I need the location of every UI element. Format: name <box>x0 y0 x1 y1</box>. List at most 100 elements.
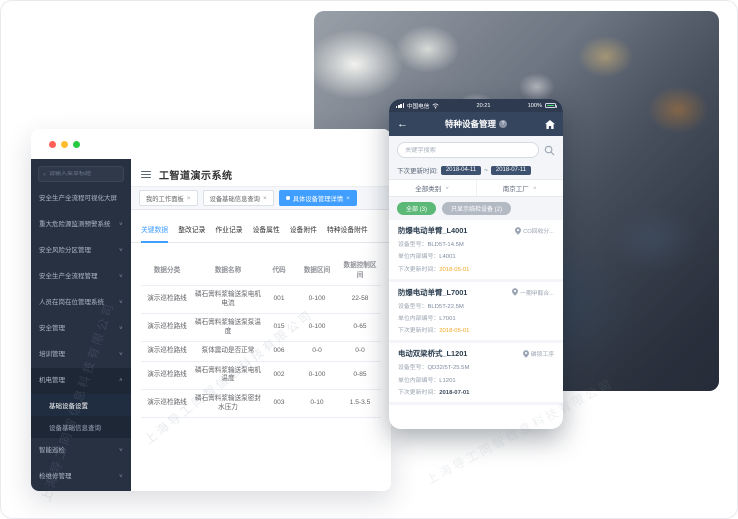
date-to-button[interactable]: 2018-07-11 <box>490 165 532 175</box>
clock-label: 20:21 <box>476 102 491 109</box>
equipment-location: CO回收分... <box>523 229 554 235</box>
location-pin-icon <box>512 288 519 296</box>
chevron-down-icon: ∨ <box>445 185 450 191</box>
filter-chip-all[interactable]: 全部 (3) <box>397 202 437 215</box>
table-row[interactable]: 演示巡检路线 泵体震动是否正常 006 0-0 0-0 <box>141 341 381 362</box>
table-row[interactable]: 演示巡检路线 磷石膏料浆输送泵电机温度 002 0-100 0-85 <box>141 361 381 390</box>
keyword-search-box[interactable] <box>397 142 539 158</box>
chevron-up-icon: ∧ <box>118 378 123 383</box>
sidebar-item-maintenance[interactable]: 检维修管理 ∨ <box>39 472 123 480</box>
tab-equipment-info-query[interactable]: 设备基础信息查询 × <box>202 190 274 206</box>
internal-number-value: L1201 <box>439 377 456 384</box>
close-window-icon[interactable] <box>49 140 56 148</box>
chevron-down-icon: ∨ <box>118 352 123 357</box>
equipment-card[interactable]: 防爆电动单臂_L7001 一期甲醇合... 设备型号：BLD5T-22.5M 单… <box>389 281 563 341</box>
category-dropdown[interactable]: 全部类别 ∨ <box>415 185 450 193</box>
tab-my-workbench[interactable]: 我的工作面板 × <box>139 190 198 206</box>
subtab-operations[interactable]: 作业记录 <box>215 227 243 234</box>
chevron-down-icon: ∨ <box>118 248 123 253</box>
close-icon[interactable]: × <box>346 194 350 202</box>
sidebar-item-smart-inspection[interactable]: 智能巡检 ∨ <box>39 446 123 454</box>
chevron-down-icon: ∨ <box>118 274 123 279</box>
back-arrow-icon[interactable]: ← <box>397 118 408 130</box>
equipment-location: 一期甲醇合... <box>520 290 554 297</box>
phone-nav-bar: ← 特种设备管理 ? <box>389 112 563 136</box>
menu-search-box[interactable] <box>38 166 124 182</box>
filter-chip-due-inspection[interactable]: 只显示临检设备 (2) <box>442 202 512 215</box>
sidebar-item-personnel[interactable]: 人员在岗在位管理系统 ∨ <box>39 298 123 306</box>
equipment-location: 磷铵工序 <box>530 352 554 359</box>
equipment-title: 防爆电动单臂_L7001 <box>398 287 468 297</box>
model-label: 设备型号： <box>398 303 428 310</box>
internal-number-value: L4001 <box>439 254 456 261</box>
next-review-label: 下次更新时间： <box>398 389 440 396</box>
sidebar-item-visualization-screen[interactable]: 安全生产全流程可视化大屏 <box>39 194 117 202</box>
table-row[interactable]: 演示巡检路线 磷石膏料浆输送泵电机电流 001 0-100 22-58 <box>141 285 381 315</box>
location-pin-icon <box>522 349 529 358</box>
sidebar-item-risk-zone[interactable]: 安全风险分区管理 ∨ <box>39 246 123 254</box>
mobile-app-screen: 中国电信 20:21 100% ← 特种设备管理 ? <box>389 99 563 429</box>
carrier-label: 中国电信 <box>406 103 430 110</box>
internal-number-label: 单位内部编号： <box>398 254 440 261</box>
menu-toggle-icon[interactable] <box>141 169 151 180</box>
close-icon[interactable]: × <box>186 194 191 202</box>
minimize-window-icon[interactable] <box>61 140 68 148</box>
window-titlebar <box>31 129 391 159</box>
active-tab-dot-icon <box>285 196 290 200</box>
chevron-down-icon: ∨ <box>118 448 123 453</box>
keyword-search-input[interactable] <box>405 146 531 154</box>
chevron-down-icon: ∨ <box>118 300 123 305</box>
maximize-window-icon[interactable] <box>73 140 80 148</box>
phone-status-bar: 中国电信 20:21 100% <box>389 99 563 112</box>
next-review-value: 2018-07-01 <box>439 389 470 396</box>
next-review-filter-label: 下次更新时间: <box>397 168 438 175</box>
help-icon[interactable]: ? <box>499 120 507 128</box>
date-range-tilde: ~ <box>484 166 488 174</box>
model-label: 设备型号： <box>398 242 428 249</box>
table-row[interactable]: 演示巡检路线 磷石膏料浆输送泵泵温度 015 0-100 0-65 <box>141 313 381 343</box>
sidebar: 安全生产全流程可视化大屏 重大危险源监测预警系统∨ 安全风险分区管理∨ 安全生产… <box>31 159 131 491</box>
tab-equipment-detail[interactable]: 具体设备管理详情 × <box>278 190 357 206</box>
chevron-down-icon: ∨ <box>532 185 537 191</box>
list-empty-space <box>389 404 563 429</box>
equipment-title: 电动双梁桥式_L1201 <box>398 349 468 359</box>
chevron-down-icon: ∨ <box>118 222 123 227</box>
sidebar-item-basic-equipment-setup[interactable]: 基础设备设置 <box>31 394 131 416</box>
desktop-app-window: 安全生产全流程可视化大屏 重大危险源监测预警系统∨ 安全风险分区管理∨ 安全生产… <box>31 129 391 491</box>
next-review-value: 2018-05-01 <box>439 328 470 335</box>
equipment-card[interactable]: 电动双梁桥式_L1201 磷铵工序 设备型号：QD32/5T-25.5M 单位内… <box>389 343 563 402</box>
internal-number-value: L7001 <box>439 315 456 322</box>
wifi-icon <box>432 103 439 109</box>
table-row[interactable]: 演示巡检路线 磷石膏料浆输送泵密封水压力 003 0-10 1.5-3.5 <box>141 389 381 419</box>
factory-dropdown[interactable]: 南京工厂 ∨ <box>475 180 564 196</box>
sidebar-item-equipment-info-query[interactable]: 设备基础信息查询 <box>49 425 101 432</box>
sidebar-item-safety-process[interactable]: 安全生产全流程管理 ∨ <box>39 272 123 280</box>
sidebar-item-safety-mgmt[interactable]: 安全管理 ∨ <box>39 324 123 332</box>
battery-icon <box>545 102 558 109</box>
search-icon[interactable] <box>544 145 555 156</box>
model-value: QD32/5T-25.5M <box>427 365 470 372</box>
close-icon[interactable]: × <box>262 194 267 202</box>
subtab-attributes[interactable]: 设备属性 <box>252 227 280 234</box>
battery-percent-label: 100% <box>527 102 542 109</box>
chevron-down-icon: ∨ <box>118 474 123 479</box>
menu-search-input[interactable] <box>49 171 119 177</box>
key-data-table: 数据分类 数据名称 代码 数据区间 数据控制区间 演示巡检路线 磷石膏料浆输送泵电… <box>141 253 381 419</box>
sidebar-item-electromechanical[interactable]: 机电管理 ∧ <box>39 376 123 384</box>
model-value: BLD5T-14.5M <box>427 242 464 249</box>
subtab-key-data[interactable]: 关键数据 <box>141 224 169 243</box>
sidebar-item-training[interactable]: 培训管理 ∨ <box>39 350 123 358</box>
subtab-special-attachments[interactable]: 特种设备附件 <box>326 227 368 234</box>
sidebar-item-hazard-monitoring[interactable]: 重大危险源监测预警系统 ∨ <box>39 220 123 228</box>
detail-tabs: 关键数据 整改记录 作业记录 设备属性 设备附件 特种设备附件 <box>131 210 391 243</box>
app-title: 工智道演示系统 <box>159 171 233 182</box>
table-header-row: 数据分类 数据名称 代码 数据区间 数据控制区间 <box>141 253 381 286</box>
equipment-card[interactable]: 防爆电动单臂_L4001 CO回收分... 设备型号：BLD5T-14.5M 单… <box>389 220 563 279</box>
date-from-button[interactable]: 2018-04-11 <box>440 165 482 175</box>
subtab-rectification[interactable]: 整改记录 <box>178 227 206 234</box>
subtab-attachments[interactable]: 设备附件 <box>289 227 317 234</box>
sidebar-group-electromechanical: 机电管理 ∧ 基础设备设置 设备基础信息查询 <box>31 368 131 438</box>
model-value: BLD5T-22.5M <box>427 303 464 310</box>
home-icon[interactable] <box>537 119 555 129</box>
